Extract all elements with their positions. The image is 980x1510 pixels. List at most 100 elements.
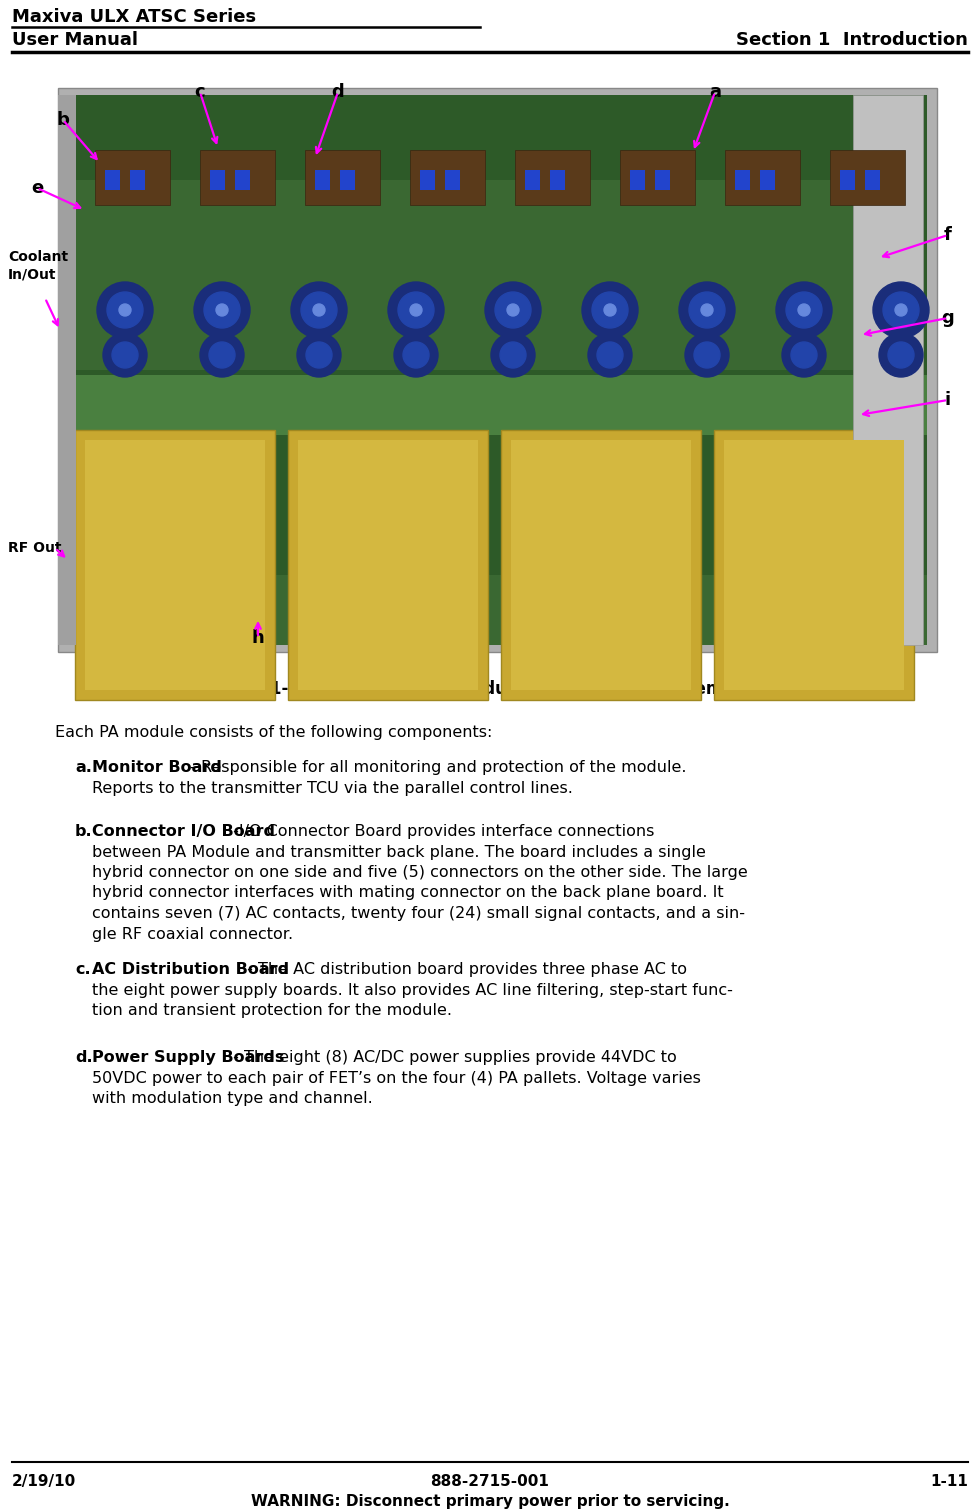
Bar (511, 439, 691, 690)
Bar (0, 91, 980, 649)
Text: RF Out: RF Out (8, 541, 62, 556)
Bar (298, 439, 478, 690)
Bar (853, 95, 923, 645)
Text: the eight power supply boards. It also provides AC line filtering, step-start fu: the eight power supply boards. It also p… (92, 983, 733, 998)
Text: a.: a. (75, 760, 92, 775)
Text: Coolant: Coolant (8, 251, 69, 264)
Circle shape (491, 334, 535, 378)
Circle shape (689, 291, 725, 328)
Bar (58, 95, 76, 645)
Text: hybrid connector on one side and five (5) connectors on the other side. The larg: hybrid connector on one side and five (5… (92, 865, 748, 880)
Bar (95, 149, 170, 205)
Text: f: f (944, 226, 952, 245)
Circle shape (394, 334, 438, 378)
Text: User Manual: User Manual (12, 32, 138, 48)
Text: tion and transient protection for the module.: tion and transient protection for the mo… (92, 1003, 452, 1018)
Text: d: d (331, 83, 344, 101)
Circle shape (495, 291, 531, 328)
Circle shape (403, 341, 429, 368)
Text: hybrid connector interfaces with mating connector on the back plane board. It: hybrid connector interfaces with mating … (92, 885, 723, 900)
Bar (58, 88, 937, 652)
Bar (75, 430, 275, 701)
Circle shape (410, 304, 422, 316)
Circle shape (507, 304, 519, 316)
Text: g: g (942, 310, 955, 328)
Bar (68, 95, 927, 645)
Circle shape (694, 341, 720, 368)
Text: with modulation type and channel.: with modulation type and channel. (92, 1092, 372, 1105)
Text: -I/O Connector Board provides interface connections: -I/O Connector Board provides interface … (227, 824, 655, 840)
Circle shape (485, 282, 541, 338)
Bar (288, 430, 488, 701)
Circle shape (107, 291, 143, 328)
Circle shape (97, 282, 153, 338)
Text: Each PA module consists of the following components:: Each PA module consists of the following… (55, 725, 492, 740)
Bar (305, 149, 380, 205)
Bar (515, 149, 590, 205)
Bar (865, 171, 880, 190)
Text: 2/19/10: 2/19/10 (12, 1474, 76, 1489)
Circle shape (119, 304, 131, 316)
Text: Maxiva ULX ATSC Series: Maxiva ULX ATSC Series (12, 8, 256, 26)
Bar (550, 171, 565, 190)
Circle shape (398, 291, 434, 328)
Bar (68, 575, 927, 645)
Circle shape (782, 334, 826, 378)
Circle shape (685, 334, 729, 378)
Bar (525, 171, 540, 190)
Circle shape (103, 334, 147, 378)
Bar (105, 171, 120, 190)
Text: b: b (57, 112, 70, 128)
Circle shape (216, 304, 228, 316)
Bar (315, 171, 330, 190)
Text: 50VDC power to each pair of FET’s on the four (4) PA pallets. Voltage varies: 50VDC power to each pair of FET’s on the… (92, 1071, 701, 1086)
Circle shape (297, 334, 341, 378)
Bar (130, 171, 145, 190)
Circle shape (604, 304, 616, 316)
Circle shape (301, 291, 337, 328)
Bar (340, 171, 355, 190)
Text: Power Supply Boards: Power Supply Boards (92, 1049, 284, 1065)
Bar (445, 171, 460, 190)
Bar (210, 171, 225, 190)
Bar (630, 171, 645, 190)
Circle shape (582, 282, 638, 338)
Text: Section 1  Introduction: Section 1 Introduction (736, 32, 968, 48)
Text: - The AC distribution board provides three phase AC to: - The AC distribution board provides thr… (242, 962, 687, 977)
Bar (620, 149, 695, 205)
Bar (655, 171, 670, 190)
Circle shape (597, 341, 623, 368)
Text: c: c (195, 83, 206, 101)
Circle shape (209, 341, 235, 368)
Text: between PA Module and transmitter back plane. The board includes a single: between PA Module and transmitter back p… (92, 844, 706, 859)
Text: gle RF coaxial connector.: gle RF coaxial connector. (92, 927, 293, 942)
Circle shape (306, 341, 332, 368)
Text: c.: c. (75, 962, 90, 977)
Text: contains seven (7) AC contacts, twenty four (24) small signal contacts, and a si: contains seven (7) AC contacts, twenty f… (92, 906, 745, 921)
Circle shape (895, 304, 907, 316)
Bar (68, 374, 927, 435)
Text: Figure 1-7  Maxiva ULX PA Module (top view, cover removed): Figure 1-7 Maxiva ULX PA Module (top vie… (204, 680, 776, 698)
Circle shape (592, 291, 628, 328)
Bar (85, 439, 265, 690)
Bar (724, 439, 904, 690)
Bar (760, 171, 775, 190)
Text: - Responsible for all monitoring and protection of the module.: - Responsible for all monitoring and pro… (185, 760, 686, 775)
Text: Reports to the transmitter TCU via the parallel control lines.: Reports to the transmitter TCU via the p… (92, 781, 573, 796)
Circle shape (791, 341, 817, 368)
Circle shape (291, 282, 347, 338)
Text: d.: d. (75, 1049, 93, 1065)
Text: 888-2715-001: 888-2715-001 (430, 1474, 550, 1489)
Circle shape (313, 304, 325, 316)
Bar (235, 171, 250, 190)
Circle shape (194, 282, 250, 338)
Circle shape (112, 341, 138, 368)
Bar (830, 149, 905, 205)
Circle shape (588, 334, 632, 378)
Bar (420, 171, 435, 190)
Circle shape (200, 334, 244, 378)
Text: Connector I/O Board: Connector I/O Board (92, 824, 275, 840)
Bar (714, 430, 914, 701)
Text: AC Distribution Board: AC Distribution Board (92, 962, 289, 977)
Text: i: i (945, 391, 951, 409)
